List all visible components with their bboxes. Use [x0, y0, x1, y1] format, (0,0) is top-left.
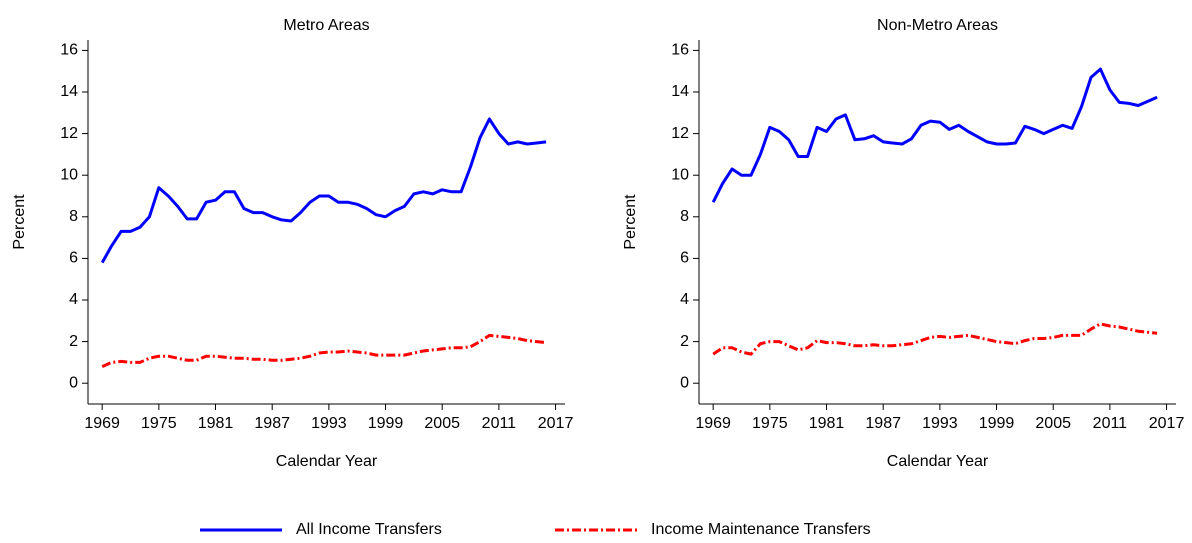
series-line: [101, 333, 547, 368]
series-line: [712, 322, 1158, 356]
y-tick-label: 10: [671, 166, 689, 183]
x-tick-label: 1969: [695, 415, 731, 432]
y-tick-label: 8: [680, 208, 689, 225]
y-tick-label: 6: [69, 250, 78, 267]
x-tick-label: 1993: [922, 415, 958, 432]
chart-title: Non-Metro Areas: [877, 17, 998, 34]
x-tick-label: 2011: [1093, 415, 1128, 432]
x-tick-label: 2005: [1035, 415, 1071, 432]
y-tick-label: 10: [60, 166, 78, 183]
y-tick-label: 6: [680, 250, 689, 267]
series-line: [100, 117, 547, 264]
series-line: [711, 67, 1158, 203]
x-tick-label: 2005: [424, 415, 460, 432]
legend-label: Income Maintenance Transfers: [651, 521, 871, 538]
y-tick-label: 12: [671, 125, 689, 142]
x-axis-label: Calendar Year: [276, 453, 378, 470]
y-tick-label: 4: [680, 291, 689, 308]
x-tick-label: 1987: [254, 415, 290, 432]
y-axis-label: Percent: [622, 194, 639, 250]
y-tick-label: 4: [69, 291, 78, 308]
y-tick-label: 14: [60, 83, 78, 100]
x-tick-label: 1969: [84, 415, 120, 432]
y-tick-label: 0: [69, 374, 78, 391]
chart-title: Metro Areas: [283, 17, 369, 34]
y-tick-label: 12: [60, 125, 78, 142]
x-tick-label: 2017: [538, 415, 574, 432]
y-tick-label: 14: [671, 83, 689, 100]
y-axis-label: Percent: [11, 194, 28, 250]
x-tick-label: 2011: [482, 415, 517, 432]
x-axis-label: Calendar Year: [887, 453, 989, 470]
x-tick-label: 1993: [311, 415, 347, 432]
x-tick-label: 1975: [752, 415, 788, 432]
y-tick-label: 16: [671, 42, 689, 59]
x-tick-label: 1987: [865, 415, 901, 432]
x-tick-label: 1981: [198, 415, 234, 432]
legend-label: All Income Transfers: [296, 521, 442, 538]
y-tick-label: 2: [680, 333, 689, 350]
y-tick-label: 8: [69, 208, 78, 225]
x-tick-label: 2017: [1149, 415, 1185, 432]
y-tick-label: 0: [680, 374, 689, 391]
x-tick-label: 1975: [141, 415, 177, 432]
y-tick-label: 2: [69, 333, 78, 350]
x-tick-label: 1981: [809, 415, 845, 432]
x-tick-label: 1999: [368, 415, 404, 432]
x-tick-label: 1999: [979, 415, 1015, 432]
y-tick-label: 16: [60, 42, 78, 59]
